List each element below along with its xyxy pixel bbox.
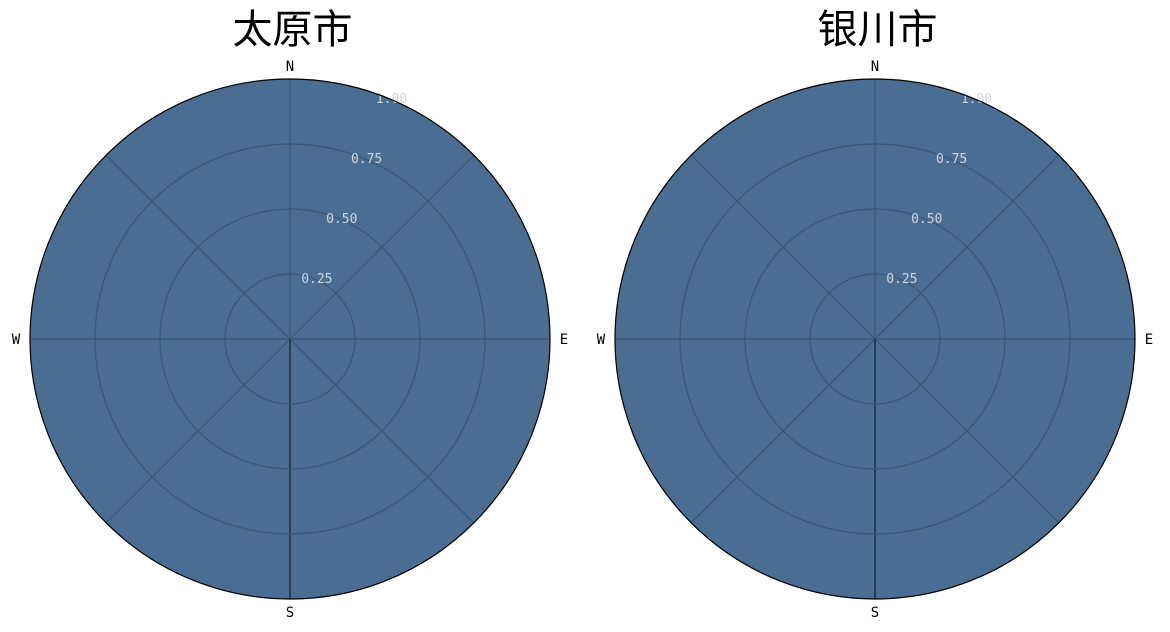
direction-label-n: N bbox=[286, 59, 294, 75]
chart-title: 银川市 bbox=[817, 7, 938, 53]
direction-label-w: W bbox=[597, 332, 606, 348]
direction-label-w: W bbox=[12, 332, 21, 348]
direction-label-e: E bbox=[560, 332, 568, 348]
chart-title: 太原市 bbox=[232, 7, 353, 53]
radial-tick-label: 0.25 bbox=[886, 272, 917, 287]
chart-panel-yinchuan: 银川市 0.25 0.50 0.75 1.00 N E S W bbox=[585, 0, 1170, 632]
radial-tick-label: 0.75 bbox=[936, 152, 967, 167]
chart-panel-taiyuan: 太原市 0.25 0.50 0.75 1.00 N E S W bbox=[12, 7, 568, 621]
direction-label-s: S bbox=[286, 605, 294, 621]
direction-label-s: S bbox=[871, 605, 879, 621]
direction-label-n: N bbox=[871, 59, 879, 75]
radial-gridline bbox=[159, 208, 421, 470]
polar-outer-ring bbox=[29, 78, 551, 600]
radial-gridline bbox=[744, 208, 1006, 470]
direction-label-e: E bbox=[1145, 332, 1153, 348]
radial-gridline bbox=[224, 273, 356, 405]
radial-tick-label: 0.25 bbox=[301, 272, 332, 287]
radial-gridline bbox=[809, 273, 941, 405]
polar-outer-ring bbox=[614, 78, 1136, 600]
radial-gridline bbox=[679, 143, 1071, 535]
radial-gridline bbox=[94, 143, 486, 535]
radial-tick-label: 0.50 bbox=[911, 212, 942, 227]
radial-tick-label: 0.50 bbox=[326, 212, 357, 227]
radial-tick-label: 0.75 bbox=[351, 152, 382, 167]
